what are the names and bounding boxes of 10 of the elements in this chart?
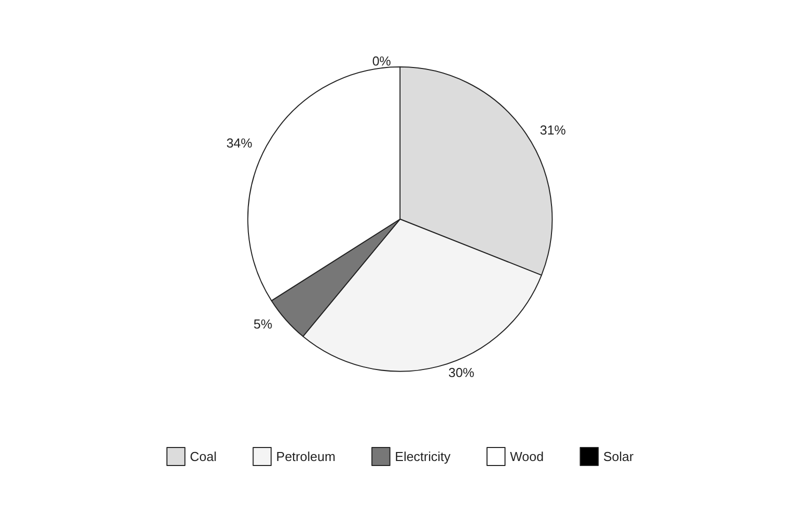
data-label: 5% bbox=[254, 316, 273, 332]
legend-label: Wood bbox=[510, 449, 544, 464]
legend-label: Electricity bbox=[394, 449, 452, 464]
data-label: 31% bbox=[540, 122, 566, 138]
data-label: 34% bbox=[226, 135, 253, 150]
text: 0% bbox=[372, 53, 391, 68]
legend-label: Coal bbox=[190, 449, 217, 464]
data-label: 30% bbox=[448, 364, 475, 380]
legend-label: Solar bbox=[603, 449, 634, 464]
legend-label: Petroleum bbox=[276, 449, 336, 464]
